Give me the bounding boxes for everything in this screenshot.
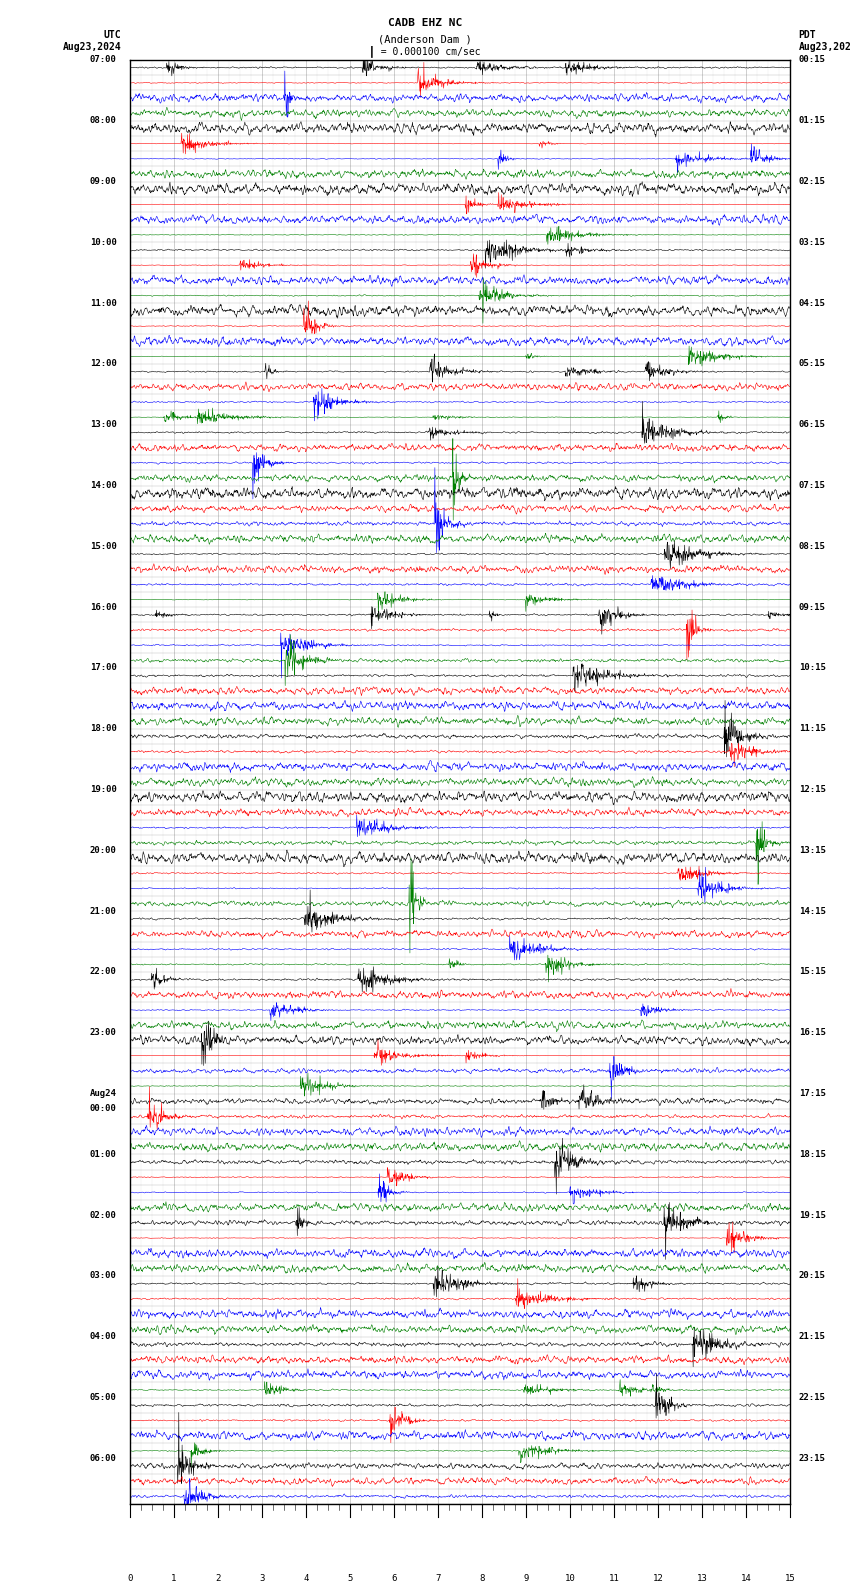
Text: 20:00: 20:00 — [90, 846, 116, 855]
Text: 18:00: 18:00 — [90, 724, 116, 733]
Text: 22:00: 22:00 — [90, 968, 116, 976]
Text: CADB EHZ NC: CADB EHZ NC — [388, 19, 462, 29]
Text: 03:00: 03:00 — [90, 1272, 116, 1280]
Text: 14:00: 14:00 — [90, 482, 116, 489]
Text: 21:00: 21:00 — [90, 906, 116, 916]
Text: 5: 5 — [348, 1573, 353, 1582]
Text: 7: 7 — [435, 1573, 440, 1582]
Text: 07:00: 07:00 — [90, 55, 116, 65]
Text: 09:00: 09:00 — [90, 177, 116, 185]
Text: 11:15: 11:15 — [799, 724, 825, 733]
Text: 23:15: 23:15 — [799, 1454, 825, 1464]
Text: 09:15: 09:15 — [799, 602, 825, 611]
Text: 15:15: 15:15 — [799, 968, 825, 976]
Text: 14: 14 — [740, 1573, 751, 1582]
Text: 9: 9 — [524, 1573, 529, 1582]
Text: 22:15: 22:15 — [799, 1392, 825, 1402]
Text: 06:00: 06:00 — [90, 1454, 116, 1464]
Text: 23:00: 23:00 — [90, 1028, 116, 1038]
Text: 6: 6 — [391, 1573, 397, 1582]
Text: 04:00: 04:00 — [90, 1332, 116, 1342]
Text: 4: 4 — [303, 1573, 309, 1582]
Text: 20:15: 20:15 — [799, 1272, 825, 1280]
Text: 16:00: 16:00 — [90, 602, 116, 611]
Text: 1: 1 — [172, 1573, 177, 1582]
Text: ┃ = 0.000100 cm/sec: ┃ = 0.000100 cm/sec — [369, 44, 481, 57]
Text: 01:15: 01:15 — [799, 116, 825, 125]
Text: 03:15: 03:15 — [799, 238, 825, 247]
Text: 18:15: 18:15 — [799, 1150, 825, 1159]
Text: 16:15: 16:15 — [799, 1028, 825, 1038]
Text: 04:15: 04:15 — [799, 299, 825, 307]
Text: 12:15: 12:15 — [799, 786, 825, 794]
Text: 08:15: 08:15 — [799, 542, 825, 551]
Text: 12: 12 — [653, 1573, 663, 1582]
Text: 10:00: 10:00 — [90, 238, 116, 247]
Text: 05:00: 05:00 — [90, 1392, 116, 1402]
Text: UTC
Aug23,2024: UTC Aug23,2024 — [63, 30, 122, 52]
Text: 02:15: 02:15 — [799, 177, 825, 185]
Text: 13:00: 13:00 — [90, 420, 116, 429]
Text: 07:15: 07:15 — [799, 482, 825, 489]
Text: 19:15: 19:15 — [799, 1210, 825, 1220]
Text: 17:15: 17:15 — [799, 1090, 825, 1098]
Text: 13: 13 — [697, 1573, 707, 1582]
Text: 13:15: 13:15 — [799, 846, 825, 855]
Text: 3: 3 — [259, 1573, 264, 1582]
Text: 06:15: 06:15 — [799, 420, 825, 429]
Text: 15: 15 — [785, 1573, 796, 1582]
Text: 15:00: 15:00 — [90, 542, 116, 551]
Text: 21:15: 21:15 — [799, 1332, 825, 1342]
Text: 19:00: 19:00 — [90, 786, 116, 794]
Text: 12:00: 12:00 — [90, 360, 116, 369]
Text: PDT
Aug23,2024: PDT Aug23,2024 — [798, 30, 850, 52]
Text: 11:00: 11:00 — [90, 299, 116, 307]
Text: 17:00: 17:00 — [90, 664, 116, 673]
Text: 10: 10 — [564, 1573, 575, 1582]
Text: 00:00: 00:00 — [90, 1104, 116, 1114]
Text: 02:00: 02:00 — [90, 1210, 116, 1220]
Text: 11: 11 — [609, 1573, 620, 1582]
Text: 01:00: 01:00 — [90, 1150, 116, 1159]
Text: 2: 2 — [215, 1573, 221, 1582]
Text: 05:15: 05:15 — [799, 360, 825, 369]
Text: (Anderson Dam ): (Anderson Dam ) — [378, 35, 472, 44]
Text: 00:15: 00:15 — [799, 55, 825, 65]
Text: Aug24: Aug24 — [90, 1090, 116, 1098]
Text: 08:00: 08:00 — [90, 116, 116, 125]
Text: 0: 0 — [128, 1573, 133, 1582]
Text: 8: 8 — [479, 1573, 484, 1582]
Text: 10:15: 10:15 — [799, 664, 825, 673]
Text: 14:15: 14:15 — [799, 906, 825, 916]
